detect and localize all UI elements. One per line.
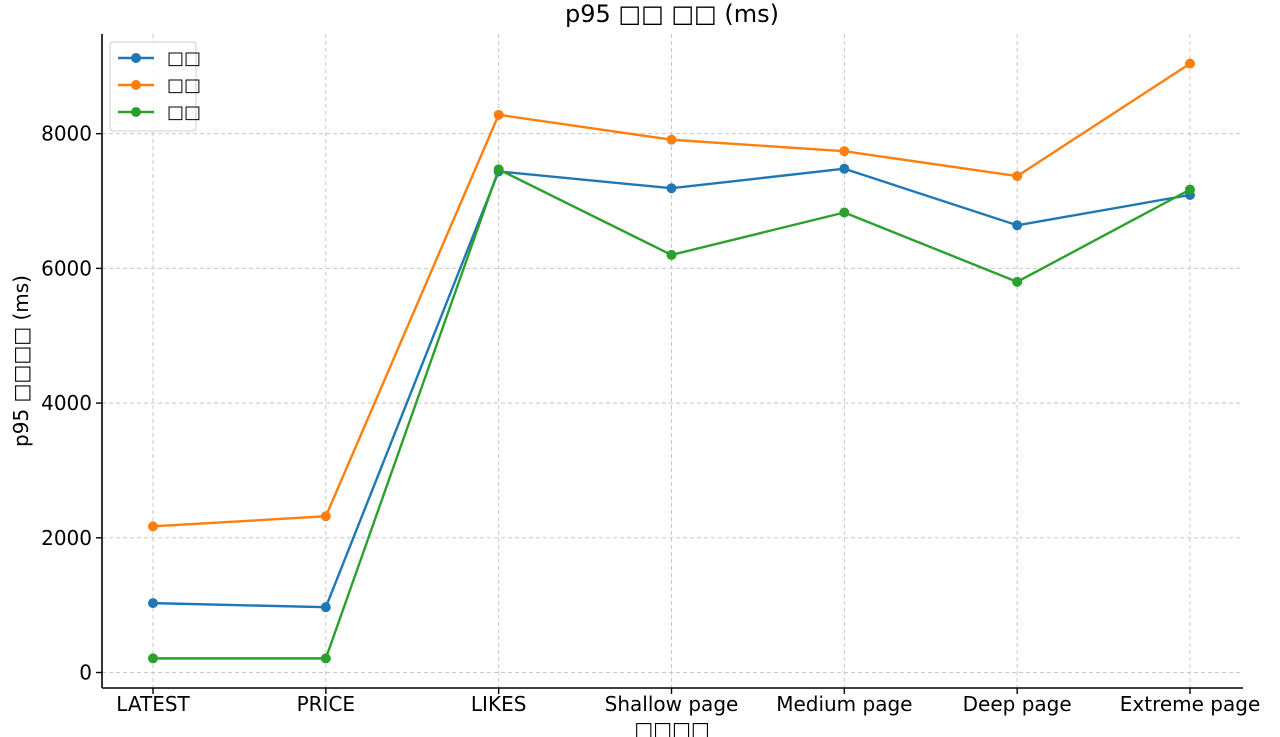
y-tick-label: 8000 [41,122,92,146]
legend-label: □□ [167,75,201,96]
legend-items: □□ □□ □□ [118,48,201,123]
x-tick-label: Extreme page [1120,692,1261,716]
data-point [148,653,158,664]
data-point [148,598,158,609]
y-tick-label: 4000 [41,391,92,415]
data-point [493,109,504,120]
y-tick-label: 0 [79,661,92,685]
data-point [1012,171,1023,182]
x-axis-label: □□□□ [634,717,710,737]
data-point [148,521,158,532]
x-tick-label: LATEST [116,692,190,716]
x-axis-ticks: LATEST PRICE LIKES Shallow page Medium page D… [116,688,1260,716]
data-point [1012,220,1023,231]
x-tick-label: Deep page [963,692,1072,716]
series-group [148,58,1195,664]
series-2 [148,58,1195,532]
grid [102,34,1243,688]
data-point [839,163,850,174]
y-tick-label: 6000 [41,256,92,280]
legend-label: □□ [167,48,201,69]
legend-frame [109,41,197,132]
y-axis-ticks: 0 2000 4000 6000 8000 [41,122,102,685]
legend-marker [131,80,141,90]
x-tick-label: PRICE [297,692,355,716]
data-point [320,602,331,613]
legend-marker [131,53,141,63]
y-axis-label: p95 □□□□ (ms) [9,275,33,447]
data-point [1012,276,1023,287]
data-point [1185,184,1195,195]
y-tick-label: 2000 [41,526,92,550]
chart-title: p95 □□ □□ (ms) [565,0,779,28]
series-3 [148,164,1195,664]
data-point [320,511,331,522]
data-point [493,164,504,175]
legend: □□ □□ □□ [109,41,201,132]
data-point [320,653,331,664]
data-point [1185,58,1195,69]
data-point [666,134,677,145]
data-point [839,146,850,157]
x-tick-label: LIKES [471,692,527,716]
x-tick-label: Shallow page [605,692,739,716]
legend-label: □□ [167,102,201,123]
x-tick-label: Medium page [776,692,912,716]
data-point [666,249,677,260]
data-point [666,183,677,194]
legend-marker [131,107,141,117]
data-point [839,207,850,218]
